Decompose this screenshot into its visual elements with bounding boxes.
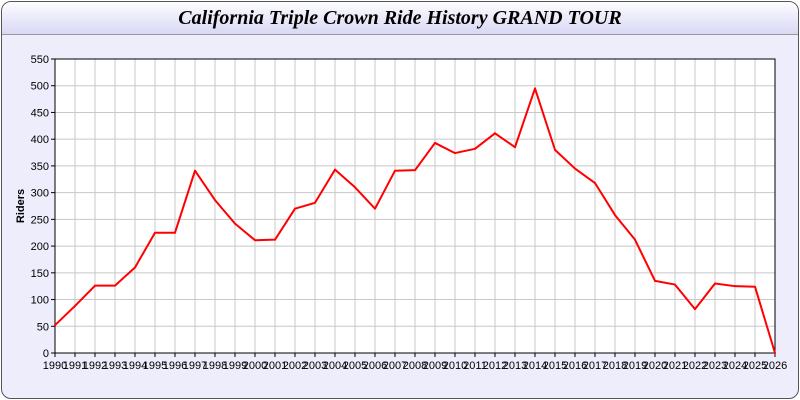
data-point (674, 283, 676, 286)
y-tick-label: 500 (31, 81, 49, 93)
x-tick-label: 2018 (603, 360, 627, 372)
data-point (534, 87, 536, 90)
x-tick-label: 2025 (743, 360, 767, 372)
x-tick-label: 2020 (643, 360, 667, 372)
data-point (614, 214, 616, 217)
data-point (594, 182, 596, 185)
data-point (334, 168, 336, 171)
data-point (714, 282, 716, 285)
data-point (514, 146, 516, 149)
x-tick-label: 2000 (243, 360, 267, 372)
x-tick-label: 1990 (43, 360, 67, 372)
data-point (194, 169, 196, 172)
y-tick-label: 150 (31, 268, 49, 280)
data-point (774, 352, 776, 354)
x-tick-label: 1991 (63, 360, 87, 372)
y-tick-label: 400 (31, 134, 49, 146)
x-tick-label: 2017 (583, 360, 607, 372)
data-point (354, 186, 356, 189)
data-point (134, 266, 136, 269)
data-point (494, 132, 496, 135)
x-tick-label: 1998 (203, 360, 227, 372)
x-tick-label: 2022 (683, 360, 707, 372)
data-point (114, 284, 116, 287)
data-point (694, 308, 696, 311)
data-point (394, 169, 396, 172)
x-tick-label: 2001 (263, 360, 287, 372)
x-tick-label: 2009 (423, 360, 447, 372)
data-point (274, 238, 276, 241)
x-tick-label: 2010 (443, 360, 467, 372)
data-point (314, 201, 316, 204)
data-point (374, 207, 376, 210)
y-tick-label: 50 (37, 321, 49, 333)
data-point (434, 141, 436, 144)
data-point (474, 147, 476, 150)
x-tick-label: 1994 (123, 360, 147, 372)
x-tick-label: 2007 (383, 360, 407, 372)
y-tick-label: 300 (31, 188, 49, 200)
x-tick-label: 2016 (563, 360, 587, 372)
x-tick-label: 2006 (363, 360, 387, 372)
x-tick-label: 2012 (483, 360, 507, 372)
data-point (294, 207, 296, 210)
chart-title: California Triple Crown Ride History GRA… (178, 7, 622, 29)
x-tick-label: 2004 (323, 360, 347, 372)
y-tick-label: 350 (31, 161, 49, 173)
data-point (634, 238, 636, 241)
x-tick-label: 1992 (83, 360, 107, 372)
x-tick-label: 2011 (463, 360, 487, 372)
data-point (454, 152, 456, 155)
x-tick-label: 1993 (103, 360, 127, 372)
data-point (754, 285, 756, 288)
data-point (154, 231, 156, 234)
x-tick-label: 2008 (403, 360, 427, 372)
x-tick-label: 2021 (663, 360, 687, 372)
title-bar: California Triple Crown Ride History GRA… (2, 2, 798, 35)
data-point (254, 239, 256, 242)
data-point (734, 285, 736, 288)
x-tick-label: 1999 (223, 360, 247, 372)
x-tick-label: 2024 (723, 360, 747, 372)
y-tick-label: 0 (43, 348, 49, 360)
x-tick-label: 2003 (303, 360, 327, 372)
x-tick-label: 2005 (343, 360, 367, 372)
y-tick-label: 250 (31, 214, 49, 226)
data-point (54, 324, 56, 327)
y-tick-label: 200 (31, 241, 49, 253)
data-point (234, 222, 236, 225)
x-tick-label: 2002 (283, 360, 307, 372)
data-point (214, 199, 216, 202)
x-tick-label: 2026 (763, 360, 787, 372)
y-tick-label: 100 (31, 295, 49, 307)
y-tick-label: 550 (31, 54, 49, 66)
y-tick-label: 450 (31, 107, 49, 119)
y-axis-label: Riders (15, 189, 27, 223)
data-point (94, 284, 96, 287)
x-tick-label: 1997 (183, 360, 207, 372)
data-point (174, 231, 176, 234)
x-tick-label: 1996 (163, 360, 187, 372)
data-point (574, 167, 576, 170)
data-point (654, 279, 656, 282)
data-point (74, 304, 76, 307)
x-tick-label: 1995 (143, 360, 167, 372)
x-tick-label: 2013 (503, 360, 527, 372)
data-point (554, 148, 556, 151)
x-tick-label: 2014 (523, 360, 547, 372)
x-tick-label: 2015 (543, 360, 567, 372)
x-tick-label: 2023 (703, 360, 727, 372)
x-tick-label: 2019 (623, 360, 647, 372)
data-point (414, 169, 416, 172)
